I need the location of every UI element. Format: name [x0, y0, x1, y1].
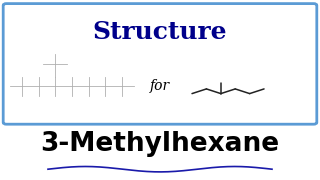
Text: for: for: [150, 79, 170, 93]
Text: Structure: Structure: [93, 20, 227, 44]
Text: 3-Methylhexane: 3-Methylhexane: [40, 131, 280, 157]
